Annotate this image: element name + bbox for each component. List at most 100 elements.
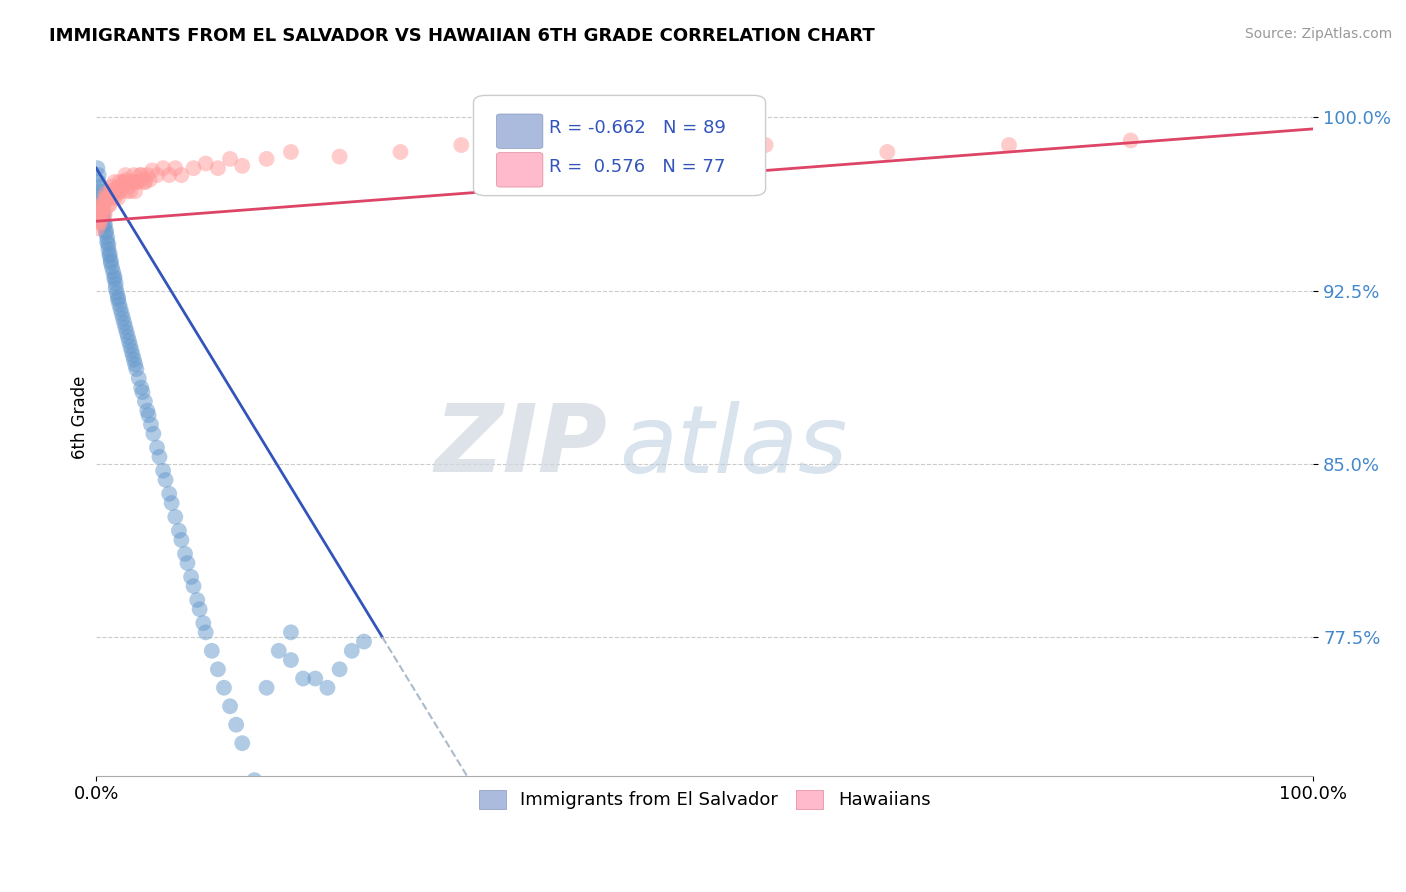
Point (90, 189, 112, 203)
Point (103, 175, 125, 189)
Point (110, 184, 132, 198)
Point (98, 198, 121, 212)
Point (152, 464, 174, 478)
Point (122, 352, 145, 367)
Point (280, 653, 302, 667)
Point (103, 272, 125, 286)
Point (243, 773, 266, 788)
Point (94, 186, 117, 201)
Text: R = -0.662   N = 89: R = -0.662 N = 89 (548, 120, 725, 137)
Point (96, 191, 118, 205)
Point (389, 145, 412, 159)
Point (180, 570, 202, 584)
Point (353, 634, 375, 648)
Point (120, 184, 142, 198)
Point (111, 182, 134, 196)
Point (340, 644, 363, 658)
Point (89, 184, 111, 198)
Point (124, 358, 146, 372)
Point (111, 311, 134, 326)
Point (108, 175, 131, 189)
Point (329, 150, 352, 164)
Point (87, 168, 110, 182)
Point (91, 198, 114, 212)
Point (129, 380, 152, 394)
Point (89, 214, 111, 228)
FancyBboxPatch shape (474, 95, 766, 195)
Point (225, 717, 247, 731)
Point (104, 281, 127, 295)
Point (114, 320, 136, 334)
Point (121, 175, 143, 189)
Point (96, 191, 118, 205)
Point (160, 496, 183, 510)
FancyBboxPatch shape (496, 114, 543, 148)
Point (876, 145, 898, 159)
Point (998, 138, 1021, 153)
Point (121, 348, 143, 362)
Point (207, 662, 229, 676)
Point (104, 277, 127, 291)
Point (100, 256, 122, 270)
Point (188, 602, 211, 616)
Point (93, 198, 115, 212)
Point (176, 556, 198, 570)
Point (100, 184, 122, 198)
Point (93, 191, 115, 205)
Point (165, 509, 187, 524)
Point (450, 138, 472, 153)
Point (105, 285, 128, 300)
Point (97, 242, 120, 256)
Point (94, 226, 117, 240)
Point (201, 644, 224, 658)
Point (96, 230, 118, 244)
Point (231, 159, 253, 173)
Point (93, 195, 115, 210)
Point (170, 168, 193, 182)
Point (110, 301, 132, 316)
Point (91, 202, 114, 217)
Point (101, 260, 124, 275)
Point (86, 221, 108, 235)
Point (87, 211, 110, 226)
Point (100, 253, 122, 268)
Legend: Immigrants from El Salvador, Hawaiians: Immigrants from El Salvador, Hawaiians (471, 783, 938, 816)
Point (127, 175, 149, 189)
Point (97, 198, 120, 212)
Point (134, 394, 156, 409)
Point (146, 441, 169, 455)
Point (90, 194, 112, 208)
Point (114, 168, 136, 182)
Point (157, 487, 180, 501)
Point (89, 217, 111, 231)
Point (256, 152, 278, 166)
Point (292, 672, 315, 686)
Point (103, 191, 125, 205)
Point (108, 179, 131, 194)
Point (93, 207, 115, 221)
Point (117, 329, 139, 343)
Point (93, 207, 115, 221)
Point (142, 426, 165, 441)
Point (280, 625, 302, 640)
Point (93, 211, 115, 226)
Text: atlas: atlas (620, 401, 848, 491)
Point (98, 249, 121, 263)
Point (104, 182, 127, 196)
Point (89, 179, 111, 194)
Point (231, 736, 253, 750)
Text: R =  0.576   N = 77: R = 0.576 N = 77 (548, 158, 725, 176)
Point (129, 168, 152, 182)
Point (94, 223, 117, 237)
Point (256, 681, 278, 695)
Point (93, 219, 115, 233)
Point (111, 307, 134, 321)
Point (329, 662, 352, 676)
Point (183, 161, 205, 175)
Point (112, 175, 135, 189)
Point (212, 681, 235, 695)
Point (316, 681, 339, 695)
Point (141, 163, 163, 178)
Point (127, 175, 149, 189)
Point (219, 699, 242, 714)
